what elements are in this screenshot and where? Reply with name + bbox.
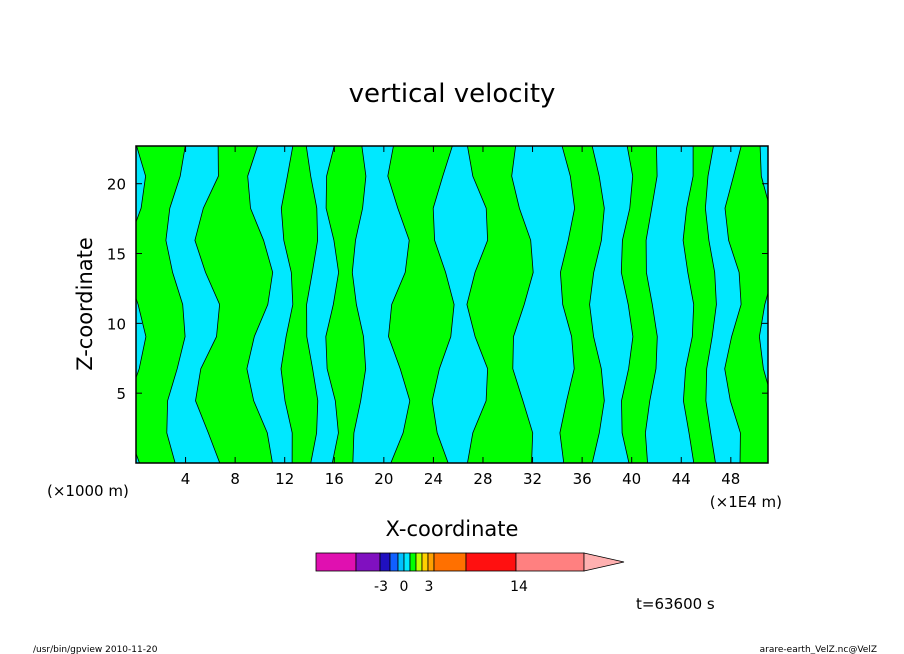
colorbar-segment [355,552,381,572]
y-tick-label: 5 [116,385,126,403]
x-axis-label: X-coordinate [386,517,519,541]
x-tick-label: 44 [672,470,691,488]
colorbar-segment [315,552,357,572]
y-axis-ticks: 5 10 15 20 [107,176,768,403]
colorbar-segment [379,552,391,572]
positive-velocity-region [387,146,455,463]
positive-velocity-region [466,146,534,463]
positive-velocity-region [724,146,768,463]
colorbar-segment [409,552,417,572]
colorbar-segment [465,552,517,572]
x-tick-label: 32 [523,470,542,488]
positive-velocity-region [620,146,658,463]
x-tick-label: 40 [622,470,641,488]
x-tick-label: 12 [275,470,294,488]
x-tick-label: 48 [721,470,740,488]
x-tick-label: 20 [374,470,393,488]
colorbar-segment [415,552,423,572]
positive-velocity-region [194,146,274,463]
positive-velocity-region [682,146,717,463]
plot-frame [135,145,769,464]
x-axis-ticks: 4 8 12 16 20 24 28 32 36 40 44 48 [181,146,740,488]
x-tick-label: 24 [424,470,443,488]
x-tick-label: 36 [573,470,592,488]
y-tick-label: 20 [107,176,126,194]
time-label: t=63600 s [636,595,715,613]
footer-left: /usr/bin/gpview 2010-11-20 [33,645,158,654]
positive-velocity-region [559,146,605,463]
colorbar-labels: -3 0 3 14 [374,579,528,595]
colorbar-label: 14 [510,579,528,595]
x-tick-label: 4 [181,470,191,488]
colorbar-segment [433,552,467,572]
colorbar-label: -3 [374,579,388,595]
x-tick-label: 8 [230,470,240,488]
x-axis-unit-right: (×1E4 m) [710,493,782,511]
y-tick-label: 15 [107,246,126,264]
colorbar [315,552,625,572]
colorbar-label: 0 [400,579,409,595]
plot-area [136,146,768,463]
colorbar-segment [389,552,399,572]
positive-velocity-region [136,146,186,463]
colorbar-segment [427,552,435,572]
positive-velocity-regions [136,146,768,463]
positive-velocity-region [325,146,367,463]
colorbar-label: 3 [425,579,434,595]
colorbar-segment [397,552,405,572]
chart-title: vertical velocity [349,79,556,109]
x-tick-label: 28 [473,470,492,488]
colorbar-segment [515,552,585,572]
y-tick-label: 10 [107,315,126,333]
colorbar-segment [421,552,429,572]
positive-velocity-region [280,146,319,463]
x-axis-unit-left: (×1000 m) [47,482,129,500]
x-tick-label: 16 [325,470,344,488]
y-axis-label: Z-coordinate [73,237,97,371]
colorbar-segment [403,552,411,572]
footer-right: arare-earth_VelZ.nc@VelZ [760,645,877,654]
colorbar-extension-arrow [583,552,625,572]
